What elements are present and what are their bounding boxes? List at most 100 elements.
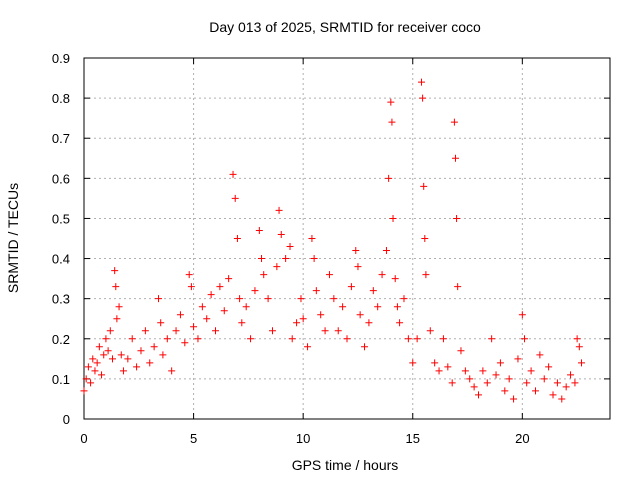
data-point xyxy=(356,311,364,319)
data-point xyxy=(258,255,266,263)
data-point xyxy=(420,182,428,190)
y-tick-label: 0 xyxy=(63,412,70,427)
data-point xyxy=(277,230,285,238)
axis-ticks: 0 0.1 0.2 0.3 0.4 0.5 0.6 0.7 0.8 0.9 0 5 10 15 20 xyxy=(52,51,610,446)
data-point xyxy=(404,335,412,343)
data-point xyxy=(391,275,399,283)
data-point xyxy=(354,263,362,271)
x-tick-label: 0 xyxy=(80,431,87,446)
data-point xyxy=(112,283,120,291)
data-point xyxy=(352,247,360,255)
data-point xyxy=(308,235,316,242)
data-point xyxy=(558,395,566,403)
data-point xyxy=(268,327,276,335)
data-point xyxy=(282,255,290,263)
data-point xyxy=(496,359,504,367)
data-point xyxy=(540,375,548,383)
data-point xyxy=(242,303,250,311)
data-point xyxy=(421,235,429,242)
data-point xyxy=(479,367,487,375)
data-point xyxy=(176,311,184,319)
data-point xyxy=(409,359,417,367)
data-point xyxy=(146,359,154,367)
chart-title: Day 013 of 2025, SRMTID for receiver coc… xyxy=(209,19,481,35)
data-point xyxy=(229,170,237,178)
data-point xyxy=(361,343,369,351)
data-point xyxy=(527,367,535,375)
data-point xyxy=(571,379,579,387)
data-point xyxy=(488,335,496,343)
data-point xyxy=(321,327,329,335)
data-point xyxy=(470,383,478,391)
data-point xyxy=(439,335,447,343)
data-point xyxy=(378,271,386,279)
data-point xyxy=(369,287,377,295)
data-point xyxy=(275,206,283,214)
data-point xyxy=(93,359,101,367)
data-point xyxy=(236,295,244,303)
data-point xyxy=(523,379,531,387)
data-point xyxy=(172,327,180,335)
data-point xyxy=(518,311,526,319)
data-point xyxy=(288,335,296,343)
data-point xyxy=(106,327,114,335)
data-point xyxy=(104,347,112,355)
data-point xyxy=(194,335,202,343)
data-point xyxy=(531,387,539,395)
data-point xyxy=(155,295,163,303)
data-point xyxy=(238,319,246,327)
data-point xyxy=(382,247,390,255)
data-point xyxy=(80,387,88,395)
data-point xyxy=(521,335,529,343)
data-point xyxy=(396,319,404,327)
data-point xyxy=(451,154,459,162)
data-point xyxy=(365,319,373,327)
data-point xyxy=(435,367,443,375)
data-point xyxy=(562,383,570,391)
data-point xyxy=(553,379,561,387)
data-point xyxy=(111,267,119,275)
data-point xyxy=(133,363,141,371)
y-tick-label: 0.5 xyxy=(52,211,70,226)
y-tick-label: 0.6 xyxy=(52,171,70,186)
data-point xyxy=(128,335,136,343)
data-point xyxy=(185,271,193,279)
data-point xyxy=(483,379,491,387)
data-point xyxy=(115,303,123,311)
data-point xyxy=(549,391,557,399)
data-point xyxy=(260,271,268,279)
data-point xyxy=(453,214,461,222)
y-tick-label: 0.9 xyxy=(52,51,70,66)
data-point xyxy=(150,343,158,351)
data-point xyxy=(536,351,544,359)
data-point xyxy=(231,194,239,202)
data-point xyxy=(575,343,583,351)
data-point xyxy=(444,363,452,371)
x-axis-label: GPS time / hours xyxy=(292,457,399,473)
data-point xyxy=(220,307,228,315)
y-tick-label: 0.2 xyxy=(52,332,70,347)
data-point xyxy=(255,226,263,234)
y-tick-label: 0.7 xyxy=(52,131,70,146)
x-tick-label: 15 xyxy=(406,431,420,446)
data-point xyxy=(317,311,325,319)
x-tick-label: 10 xyxy=(296,431,310,446)
data-point xyxy=(418,78,426,86)
data-point xyxy=(334,327,342,335)
data-point xyxy=(501,387,509,395)
data-point xyxy=(87,379,95,387)
data-point xyxy=(374,303,382,311)
data-point xyxy=(514,355,522,363)
data-point xyxy=(293,319,301,327)
data-point xyxy=(159,351,167,359)
plot-frame xyxy=(83,57,611,420)
data-point xyxy=(113,315,121,323)
y-tick-label: 0.1 xyxy=(52,372,70,387)
data-point xyxy=(389,214,397,222)
data-point xyxy=(190,323,198,331)
data-point xyxy=(505,375,513,383)
data-point xyxy=(225,275,233,283)
data-point xyxy=(431,359,439,367)
data-point xyxy=(387,98,395,106)
data-point xyxy=(273,263,281,271)
